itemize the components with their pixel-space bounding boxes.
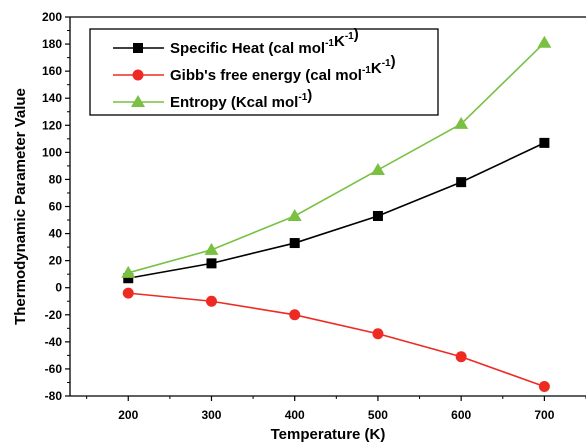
- data-point: [204, 242, 219, 255]
- data-point: [205, 295, 217, 307]
- y-tick-label: 40: [49, 227, 63, 241]
- legend-marker: [133, 43, 143, 53]
- data-point: [454, 116, 469, 129]
- x-tick-label: 500: [368, 408, 388, 422]
- data-point: [287, 208, 302, 221]
- data-point: [122, 287, 134, 299]
- data-point: [455, 351, 467, 363]
- data-point: [370, 162, 385, 175]
- y-axis: -80 -60 -40 -20 0 20 40 60 80 100 120 140 160 180 200: [42, 10, 70, 403]
- series-line: [128, 42, 545, 274]
- y-tick-label: 0: [55, 281, 62, 295]
- y-tick-label: 140: [42, 91, 62, 105]
- legend-label: Specific Heat (cal mol-1K-1): [170, 26, 359, 57]
- y-tick-label: -60: [45, 362, 63, 376]
- legend-box: [89, 28, 439, 116]
- y-tick-label: 200: [42, 10, 62, 24]
- series-2: [122, 287, 550, 393]
- data-point: [372, 328, 384, 340]
- x-tick-label: 600: [451, 408, 471, 422]
- x-tick-label: 200: [118, 408, 138, 422]
- legend: Specific Heat (cal mol-1K-1)Gibb's free …: [89, 26, 439, 116]
- y-tick-label: -40: [45, 335, 63, 349]
- y-tick-label: 20: [49, 254, 63, 268]
- x-tick-label: 300: [201, 408, 221, 422]
- legend-item: Gibb's free energy (cal mol-1K-1): [113, 53, 396, 84]
- legend-label: Entropy (Kcal mol-1): [170, 87, 312, 111]
- series-line: [128, 142, 545, 280]
- y-tick-label: 60: [49, 200, 63, 214]
- data-point: [123, 273, 134, 284]
- y-tick-label: 120: [42, 118, 62, 132]
- data-point: [121, 265, 136, 278]
- y-tick-label: 100: [42, 145, 62, 159]
- y-tick-label: -20: [45, 308, 63, 322]
- x-axis-title: Temperature (K): [271, 426, 386, 443]
- data-point: [539, 137, 550, 148]
- legend-marker: [132, 69, 144, 81]
- data-point: [456, 177, 467, 188]
- x-axis: 200 300 400 500 600 700: [86, 396, 586, 422]
- y-tick-label: 80: [49, 172, 63, 186]
- data-point: [206, 258, 217, 269]
- y-axis-title: Thermodynamic Parameter Value: [12, 88, 29, 325]
- data-point: [538, 381, 550, 393]
- data-point: [289, 238, 300, 249]
- data-point: [372, 210, 383, 221]
- data-point: [537, 35, 552, 48]
- series-layer: [121, 35, 552, 393]
- x-tick-label: 400: [285, 408, 305, 422]
- y-tick-label: 160: [42, 64, 62, 78]
- y-tick-label: 180: [42, 37, 62, 51]
- x-tick-label: 700: [534, 408, 554, 422]
- legend-item: Specific Heat (cal mol-1K-1): [113, 26, 359, 57]
- y-tick-label: -80: [45, 389, 63, 403]
- series-line: [128, 292, 545, 388]
- legend-marker: [131, 95, 145, 107]
- data-point: [289, 309, 301, 321]
- legend-label: Gibb's free energy (cal mol-1K-1): [170, 53, 396, 84]
- series-1: [123, 137, 550, 284]
- series-3: [121, 35, 552, 278]
- legend-item: Entropy (Kcal mol-1): [113, 87, 312, 111]
